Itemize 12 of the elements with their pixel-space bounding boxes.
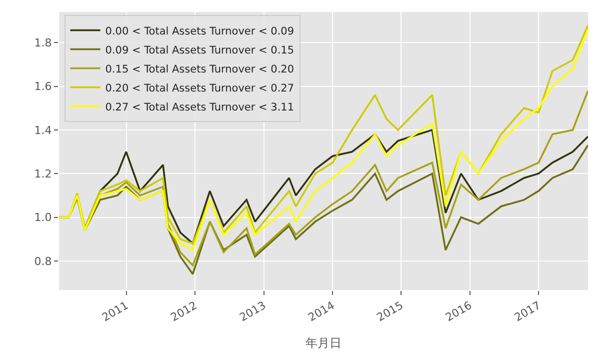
- legend-label: 0.15 < Total Assets Turnover < 0.20: [105, 63, 294, 76]
- legend-label: 0.09 < Total Assets Turnover < 0.15: [105, 44, 294, 56]
- y-tick-label: 0.8: [34, 254, 52, 268]
- y-tick-label: 1.0: [34, 211, 52, 224]
- legend-label: 0.27 < Total Assets Turnover < 3.11: [105, 101, 294, 114]
- y-tick-label: 1.8: [34, 36, 52, 50]
- legend-label: 0.20 < Total Assets Turnover < 0.27: [105, 82, 294, 94]
- legend-label: 0.00 < Total Assets Turnover < 0.09: [105, 25, 294, 38]
- x-axis-title: 年月日: [306, 336, 342, 350]
- y-tick-label: 1.6: [34, 80, 52, 94]
- y-tick-label: 1.4: [34, 124, 52, 137]
- y-tick-label: 1.2: [34, 167, 52, 180]
